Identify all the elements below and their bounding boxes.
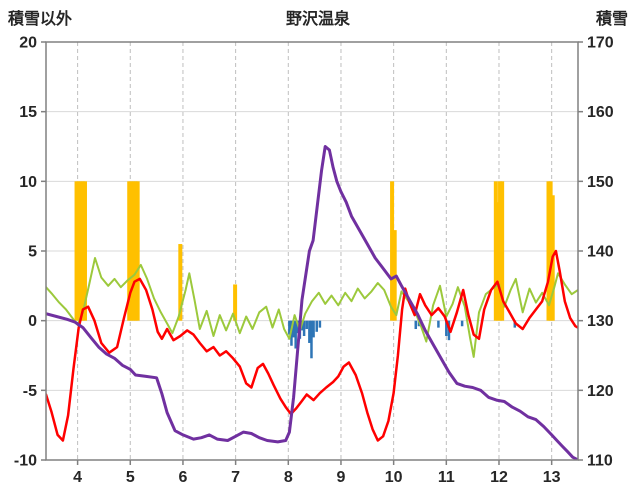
left-axis-label-5: 5 [28, 244, 37, 261]
blue-bars-bar [292, 320, 295, 338]
x-axis-label-13: 13 [543, 469, 561, 486]
left-axis-title: 積雪以外 [8, 11, 73, 28]
left-axis-label--5: -5 [23, 383, 37, 400]
right-axis-label-110: 110 [587, 453, 613, 470]
series-group [46, 145, 578, 460]
left-axis-label-15: 15 [19, 104, 37, 121]
chart-title: 野沢温泉 [285, 11, 350, 28]
left-axis-label--10: -10 [14, 453, 37, 470]
left-axis-label-20: 20 [19, 35, 37, 52]
blue-bars-bar [302, 320, 306, 336]
x-axis-label-6: 6 [178, 469, 187, 486]
left-axis-label-10: 10 [19, 174, 37, 191]
right-axis-label-170: 170 [587, 35, 614, 52]
orange-bars-bar [495, 202, 500, 321]
orange-bars-bar [82, 181, 87, 321]
x-axis-label-8: 8 [284, 469, 293, 486]
blue-bars-bar [445, 320, 448, 336]
right-axis-title: 積雪 [595, 11, 628, 28]
left-axis-label-0: 0 [28, 313, 37, 330]
blue-bars-bar [294, 320, 297, 349]
red-line [46, 249, 578, 442]
x-axis-label-4: 4 [73, 469, 82, 486]
orange-bars-bar [178, 244, 183, 321]
x-axis-label-9: 9 [337, 469, 346, 486]
orange-bars-bar [131, 181, 136, 321]
right-axis-label-130: 130 [587, 313, 614, 330]
blue-bars-bar [460, 320, 464, 327]
blue-bars-bar [414, 320, 418, 330]
right-axis-label-140: 140 [587, 244, 614, 261]
blue-bars-bar [288, 320, 291, 335]
blue-bars-bar [437, 320, 440, 328]
orange-bars-bar [127, 181, 132, 321]
orange-bars-bar [390, 181, 395, 321]
right-axis-label-120: 120 [587, 383, 614, 400]
x-axis-label-10: 10 [385, 469, 403, 486]
orange-bars-bar [133, 181, 138, 321]
purple-line [46, 145, 578, 460]
x-axis-label-5: 5 [126, 469, 135, 486]
orange-bars-bar [548, 181, 553, 321]
orange-bars-bar [546, 181, 551, 321]
x-axis-label-11: 11 [438, 469, 455, 486]
orange-bars-bar [500, 181, 505, 321]
orange-bars-bar [74, 181, 79, 321]
blue-bars-bar [315, 320, 318, 332]
orange-bars-bar [493, 181, 498, 321]
orange-bars-bar [135, 181, 140, 321]
blue-bars-bar [310, 320, 313, 359]
blue-bars-bar [308, 320, 311, 343]
orange-bars-bar [78, 181, 83, 321]
x-axis-label-7: 7 [231, 469, 240, 486]
blue-bars-bar [318, 320, 322, 328]
blue-bars-bar [305, 320, 308, 330]
blue-bars-bar [312, 320, 315, 338]
right-axis-label-150: 150 [587, 174, 614, 191]
orange-bars-bar [80, 181, 85, 321]
orange-bars-bar [498, 181, 503, 321]
orange-bars-bar [233, 284, 238, 321]
orange-bars-bar [76, 181, 81, 321]
x-axis-label-12: 12 [490, 469, 508, 486]
right-axis-label-160: 160 [587, 104, 614, 121]
orange-bars-bar [129, 181, 134, 321]
